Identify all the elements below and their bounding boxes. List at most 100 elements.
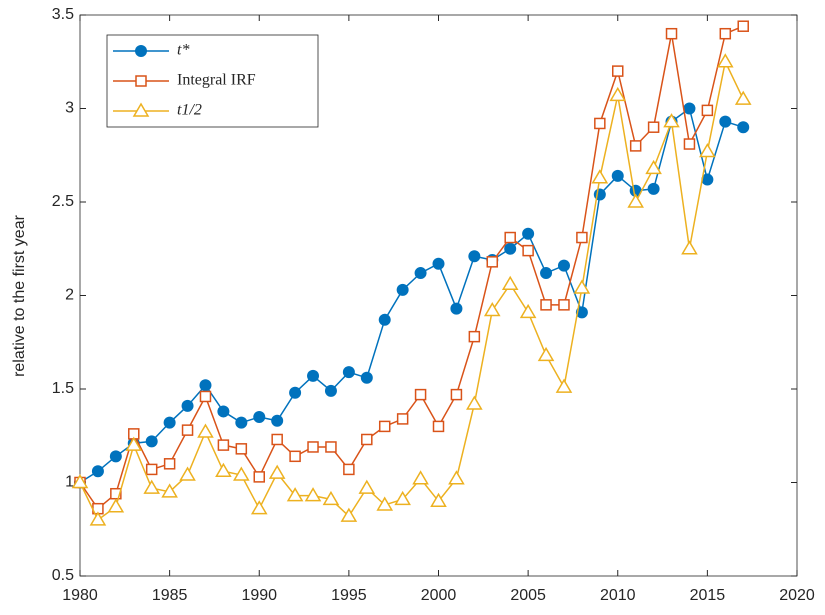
marker: [289, 386, 302, 399]
marker: [737, 121, 750, 134]
marker: [181, 399, 194, 412]
marker: [109, 450, 122, 463]
marker: [504, 231, 516, 244]
marker: [681, 240, 698, 255]
marker: [163, 458, 176, 470]
marker: [629, 140, 642, 152]
marker: [683, 138, 696, 150]
marker: [450, 302, 463, 315]
marker: [540, 267, 553, 280]
marker: [683, 102, 696, 115]
marker: [358, 479, 376, 494]
marker: [558, 299, 570, 311]
marker: [322, 490, 340, 506]
marker: [271, 433, 283, 446]
marker: [540, 299, 552, 311]
x-tick-label: 2005: [510, 587, 546, 604]
marker: [468, 330, 481, 343]
marker: [414, 267, 427, 280]
marker: [665, 27, 678, 40]
marker: [699, 143, 716, 158]
y-tick-label: 2.5: [52, 193, 74, 210]
x-tick-label: 1985: [152, 587, 188, 604]
marker: [450, 388, 463, 401]
marker: [412, 470, 429, 485]
marker: [432, 420, 445, 433]
marker: [378, 420, 391, 433]
marker: [235, 443, 248, 455]
marker: [701, 173, 714, 186]
marker: [522, 227, 535, 240]
marker: [71, 474, 89, 489]
marker: [701, 104, 714, 117]
marker: [250, 500, 268, 515]
marker: [594, 117, 606, 130]
marker: [501, 275, 519, 291]
marker: [253, 411, 266, 424]
marker: [593, 188, 606, 201]
marker: [573, 279, 591, 294]
marker: [325, 441, 337, 453]
x-tick-label: 1990: [241, 587, 277, 604]
marker: [486, 256, 499, 268]
marker: [145, 435, 158, 448]
marker: [89, 511, 107, 526]
marker: [396, 283, 409, 296]
legend-label: t*: [177, 42, 189, 59]
legend-marker: [135, 45, 147, 57]
marker: [307, 441, 319, 453]
marker: [268, 464, 286, 479]
marker: [537, 346, 555, 362]
y-tick-label: 1.5: [52, 380, 74, 397]
marker: [217, 405, 230, 418]
marker: [591, 169, 609, 184]
marker: [466, 395, 483, 410]
marker: [253, 471, 265, 483]
marker: [235, 416, 248, 429]
legend-label: Integral IRF: [177, 72, 256, 89]
marker: [394, 490, 411, 506]
marker: [340, 507, 358, 522]
marker: [396, 413, 409, 425]
legend-marker: [132, 102, 150, 117]
x-tick-label: 2015: [690, 587, 726, 604]
marker: [504, 242, 517, 255]
x-tick-label: 1980: [62, 587, 98, 604]
y-tick-label: 0.5: [52, 567, 74, 584]
marker: [289, 450, 301, 463]
marker: [307, 369, 320, 382]
marker: [575, 306, 588, 319]
marker: [324, 384, 337, 397]
x-tick-label: 2000: [421, 587, 457, 604]
marker: [304, 487, 322, 502]
marker: [719, 115, 732, 128]
marker: [468, 250, 481, 263]
x-tick-label: 2010: [600, 587, 636, 604]
marker: [719, 27, 732, 40]
marker: [378, 313, 391, 326]
marker: [179, 466, 196, 481]
y-tick-label: 3: [65, 100, 74, 117]
marker: [519, 303, 537, 319]
marker: [91, 465, 104, 478]
marker: [286, 487, 304, 502]
marker: [716, 53, 734, 68]
marker: [271, 414, 284, 427]
marker: [233, 466, 250, 481]
marker: [448, 470, 465, 485]
marker: [663, 113, 680, 128]
marker: [360, 371, 373, 384]
marker: [522, 244, 534, 257]
marker: [576, 231, 588, 244]
y-axis-label: relative to the first year: [11, 214, 28, 377]
marker: [414, 388, 427, 401]
marker: [557, 259, 570, 272]
marker: [627, 193, 644, 208]
marker: [609, 86, 627, 102]
x-tick-label: 2020: [779, 587, 815, 604]
marker: [555, 378, 573, 393]
marker: [734, 90, 752, 105]
marker: [125, 436, 143, 451]
marker: [145, 463, 158, 476]
